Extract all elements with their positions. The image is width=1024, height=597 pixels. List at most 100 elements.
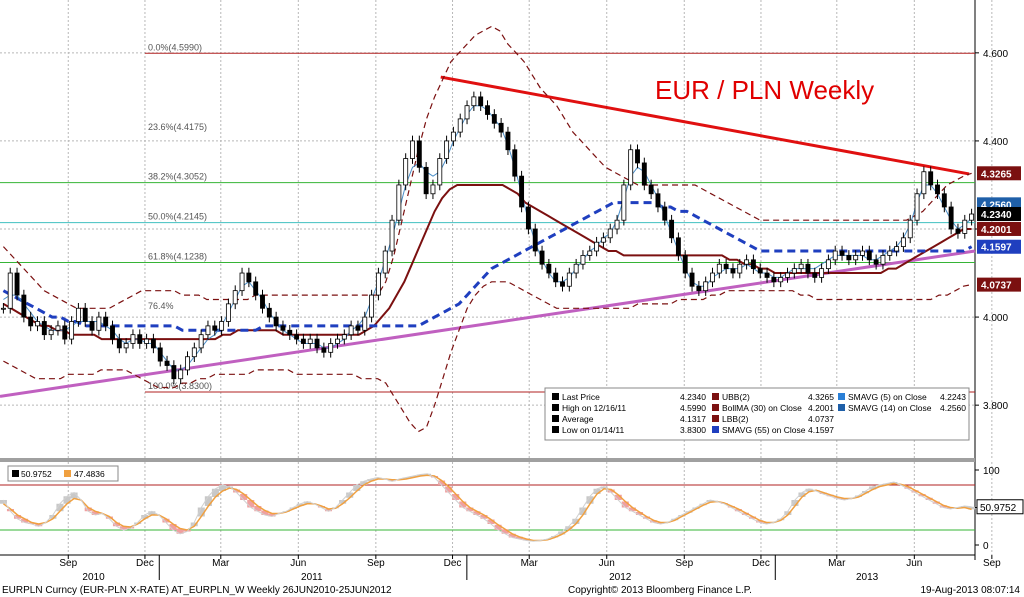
x-tick-label: Jun (290, 558, 306, 569)
fib-label: 100.0%(3.8300) (148, 381, 212, 391)
candle-body (96, 316, 102, 331)
candle-body (14, 272, 20, 296)
fib-label: 76.4% (148, 301, 174, 311)
stoch-d-line (2, 474, 972, 542)
candle-body (225, 303, 231, 322)
fib-label: 0.0%(4.5990) (148, 42, 202, 52)
candle-body (689, 272, 695, 287)
year-label: 2010 (82, 572, 105, 583)
y-tick-label: 4.600 (983, 49, 1008, 60)
candle-body (969, 213, 975, 221)
candle-body (103, 316, 109, 327)
candle-body (955, 228, 961, 234)
candle-body (403, 158, 409, 186)
legend-box (544, 387, 970, 441)
legend-label: LBB(2) (722, 414, 749, 424)
candle-body (21, 294, 27, 318)
candle-body (669, 219, 675, 239)
candle-body (655, 193, 661, 208)
candle-body (791, 268, 797, 274)
candle-body (594, 241, 600, 252)
legend-label: Low on 01/14/11 (562, 425, 624, 435)
candle-body (682, 255, 688, 274)
candle-body (539, 250, 545, 265)
candle-body (553, 272, 559, 283)
x-tick-label: Dec (752, 558, 770, 569)
legend-swatch (552, 393, 559, 400)
resistance-line (440, 75, 970, 176)
candle-body (662, 206, 668, 221)
candle-body (560, 281, 565, 287)
candle-body (246, 272, 252, 283)
candle-body (294, 334, 300, 340)
candle-body (635, 149, 640, 164)
fib-label: 61.8%(4.1238) (148, 252, 207, 262)
candle-body (450, 131, 456, 142)
stoch-legend-value: 50.9752 (21, 469, 52, 479)
candle-body (914, 193, 920, 221)
candle-body (123, 343, 129, 349)
candle-body (110, 325, 115, 340)
candle-body (35, 321, 40, 327)
candle-body (778, 277, 784, 283)
legend-label: High on 12/16/11 (562, 403, 626, 413)
candle-body (812, 272, 818, 278)
legend-label: SMAVG (14) on Close (848, 403, 932, 413)
stoch-last-tag-label: 50.9752 (980, 503, 1017, 514)
price-tag-label: 4.3265 (981, 169, 1012, 180)
candle-body (423, 166, 429, 195)
candle-body (82, 307, 88, 322)
candle-body (907, 219, 913, 239)
x-tick-label: Sep (367, 558, 385, 569)
candle-body (41, 321, 47, 336)
fib-label: 50.0%(4.2145) (148, 212, 207, 222)
candle-body (314, 338, 320, 349)
candle-body (744, 259, 750, 265)
legend-swatch (712, 426, 719, 433)
legend-swatch (552, 404, 559, 411)
legend-value: 4.0737 (808, 414, 834, 424)
x-tick-label: Dec (136, 558, 154, 569)
series-smavg-55-on-close (2, 201, 973, 332)
price-tag (977, 277, 1021, 292)
candle-body (355, 325, 361, 331)
candle-body (737, 263, 743, 274)
legend-swatch (838, 404, 845, 411)
candle-body (839, 250, 845, 256)
x-tick-label: Mar (212, 558, 230, 569)
year-label: 2012 (609, 572, 632, 583)
stoch-last-tag (976, 499, 1024, 515)
price-tag (977, 221, 1021, 236)
candle-body (771, 277, 777, 283)
candle-body (587, 250, 593, 256)
candle-body (430, 184, 436, 195)
candle-body (375, 272, 381, 296)
candle-body (485, 105, 490, 115)
candle-body (614, 219, 620, 230)
candle-body (935, 184, 940, 195)
candle-body (253, 281, 259, 296)
candle-body (478, 96, 484, 107)
candle-body (696, 285, 702, 292)
candle-body (144, 338, 150, 344)
candle-body (410, 140, 415, 159)
candle-body (519, 175, 525, 208)
stoch-legend-swatch (12, 470, 19, 477)
legend-value: 4.2243 (940, 392, 966, 402)
x-tick-label: Jun (906, 558, 922, 569)
candle-body (703, 281, 709, 292)
candle-body (880, 255, 886, 265)
candle-body (757, 268, 763, 274)
price-tag-label: 4.0737 (981, 281, 1012, 292)
candle-body (628, 149, 634, 186)
year-label: 2011 (301, 572, 323, 583)
candle-body (825, 259, 831, 270)
candle-body (157, 347, 163, 362)
legend-swatch (838, 393, 845, 400)
price-tag-label: 4.2340 (981, 210, 1012, 221)
candle-body (307, 338, 313, 344)
y-tick-label: 4.400 (983, 137, 1008, 148)
stoch-legend-value: 47.4836 (74, 469, 105, 479)
candle-body (887, 250, 893, 256)
